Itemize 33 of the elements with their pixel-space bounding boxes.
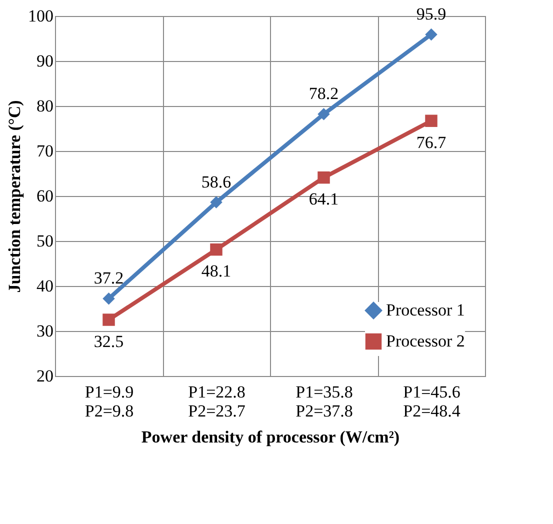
y-tick-label: 50 xyxy=(36,232,54,250)
y-tick-label: 40 xyxy=(36,276,54,296)
x-tick-label: P1=35.8 P2=37.8 xyxy=(296,382,353,420)
point xyxy=(102,292,115,305)
x-tick-label: P1=45.6 P2=48.4 xyxy=(403,382,461,420)
y-tick-label: 90 xyxy=(36,52,54,70)
y-tick-label: 30 xyxy=(36,322,54,340)
y-axis-title: Junction temperature (°C) xyxy=(5,100,24,293)
point xyxy=(318,108,330,120)
legend-label: Processor 2 xyxy=(386,332,465,350)
point xyxy=(425,114,438,127)
x-tick-label: P1=22.8 P2=23.7 xyxy=(188,382,246,420)
data-label: 78.2 xyxy=(308,84,339,104)
y-tick-label: 70 xyxy=(36,142,54,160)
data-label: 37.2 xyxy=(94,268,124,288)
point xyxy=(318,171,330,184)
x-tick-label: P1=9.9 P2=9.8 xyxy=(84,382,134,420)
data-label: 64.1 xyxy=(308,190,339,209)
data-label: 58.6 xyxy=(201,172,232,192)
y-tick-label: 80 xyxy=(36,96,54,116)
legend-label: Processor 1 xyxy=(386,300,465,320)
data-label: 76.7 xyxy=(416,132,447,152)
y-tick-label: 20 xyxy=(36,366,54,386)
y-tick-label: 100 xyxy=(28,6,54,26)
point xyxy=(102,314,115,326)
point xyxy=(425,28,438,41)
data-label: 48.1 xyxy=(201,262,232,281)
data-label: 95.9 xyxy=(416,4,446,24)
data-label: 32.5 xyxy=(94,332,124,351)
x-axis-title: Power density of processor (W/cm²) xyxy=(141,428,400,446)
y-tick-label: 60 xyxy=(36,186,54,206)
point xyxy=(210,196,222,208)
point xyxy=(210,243,222,256)
